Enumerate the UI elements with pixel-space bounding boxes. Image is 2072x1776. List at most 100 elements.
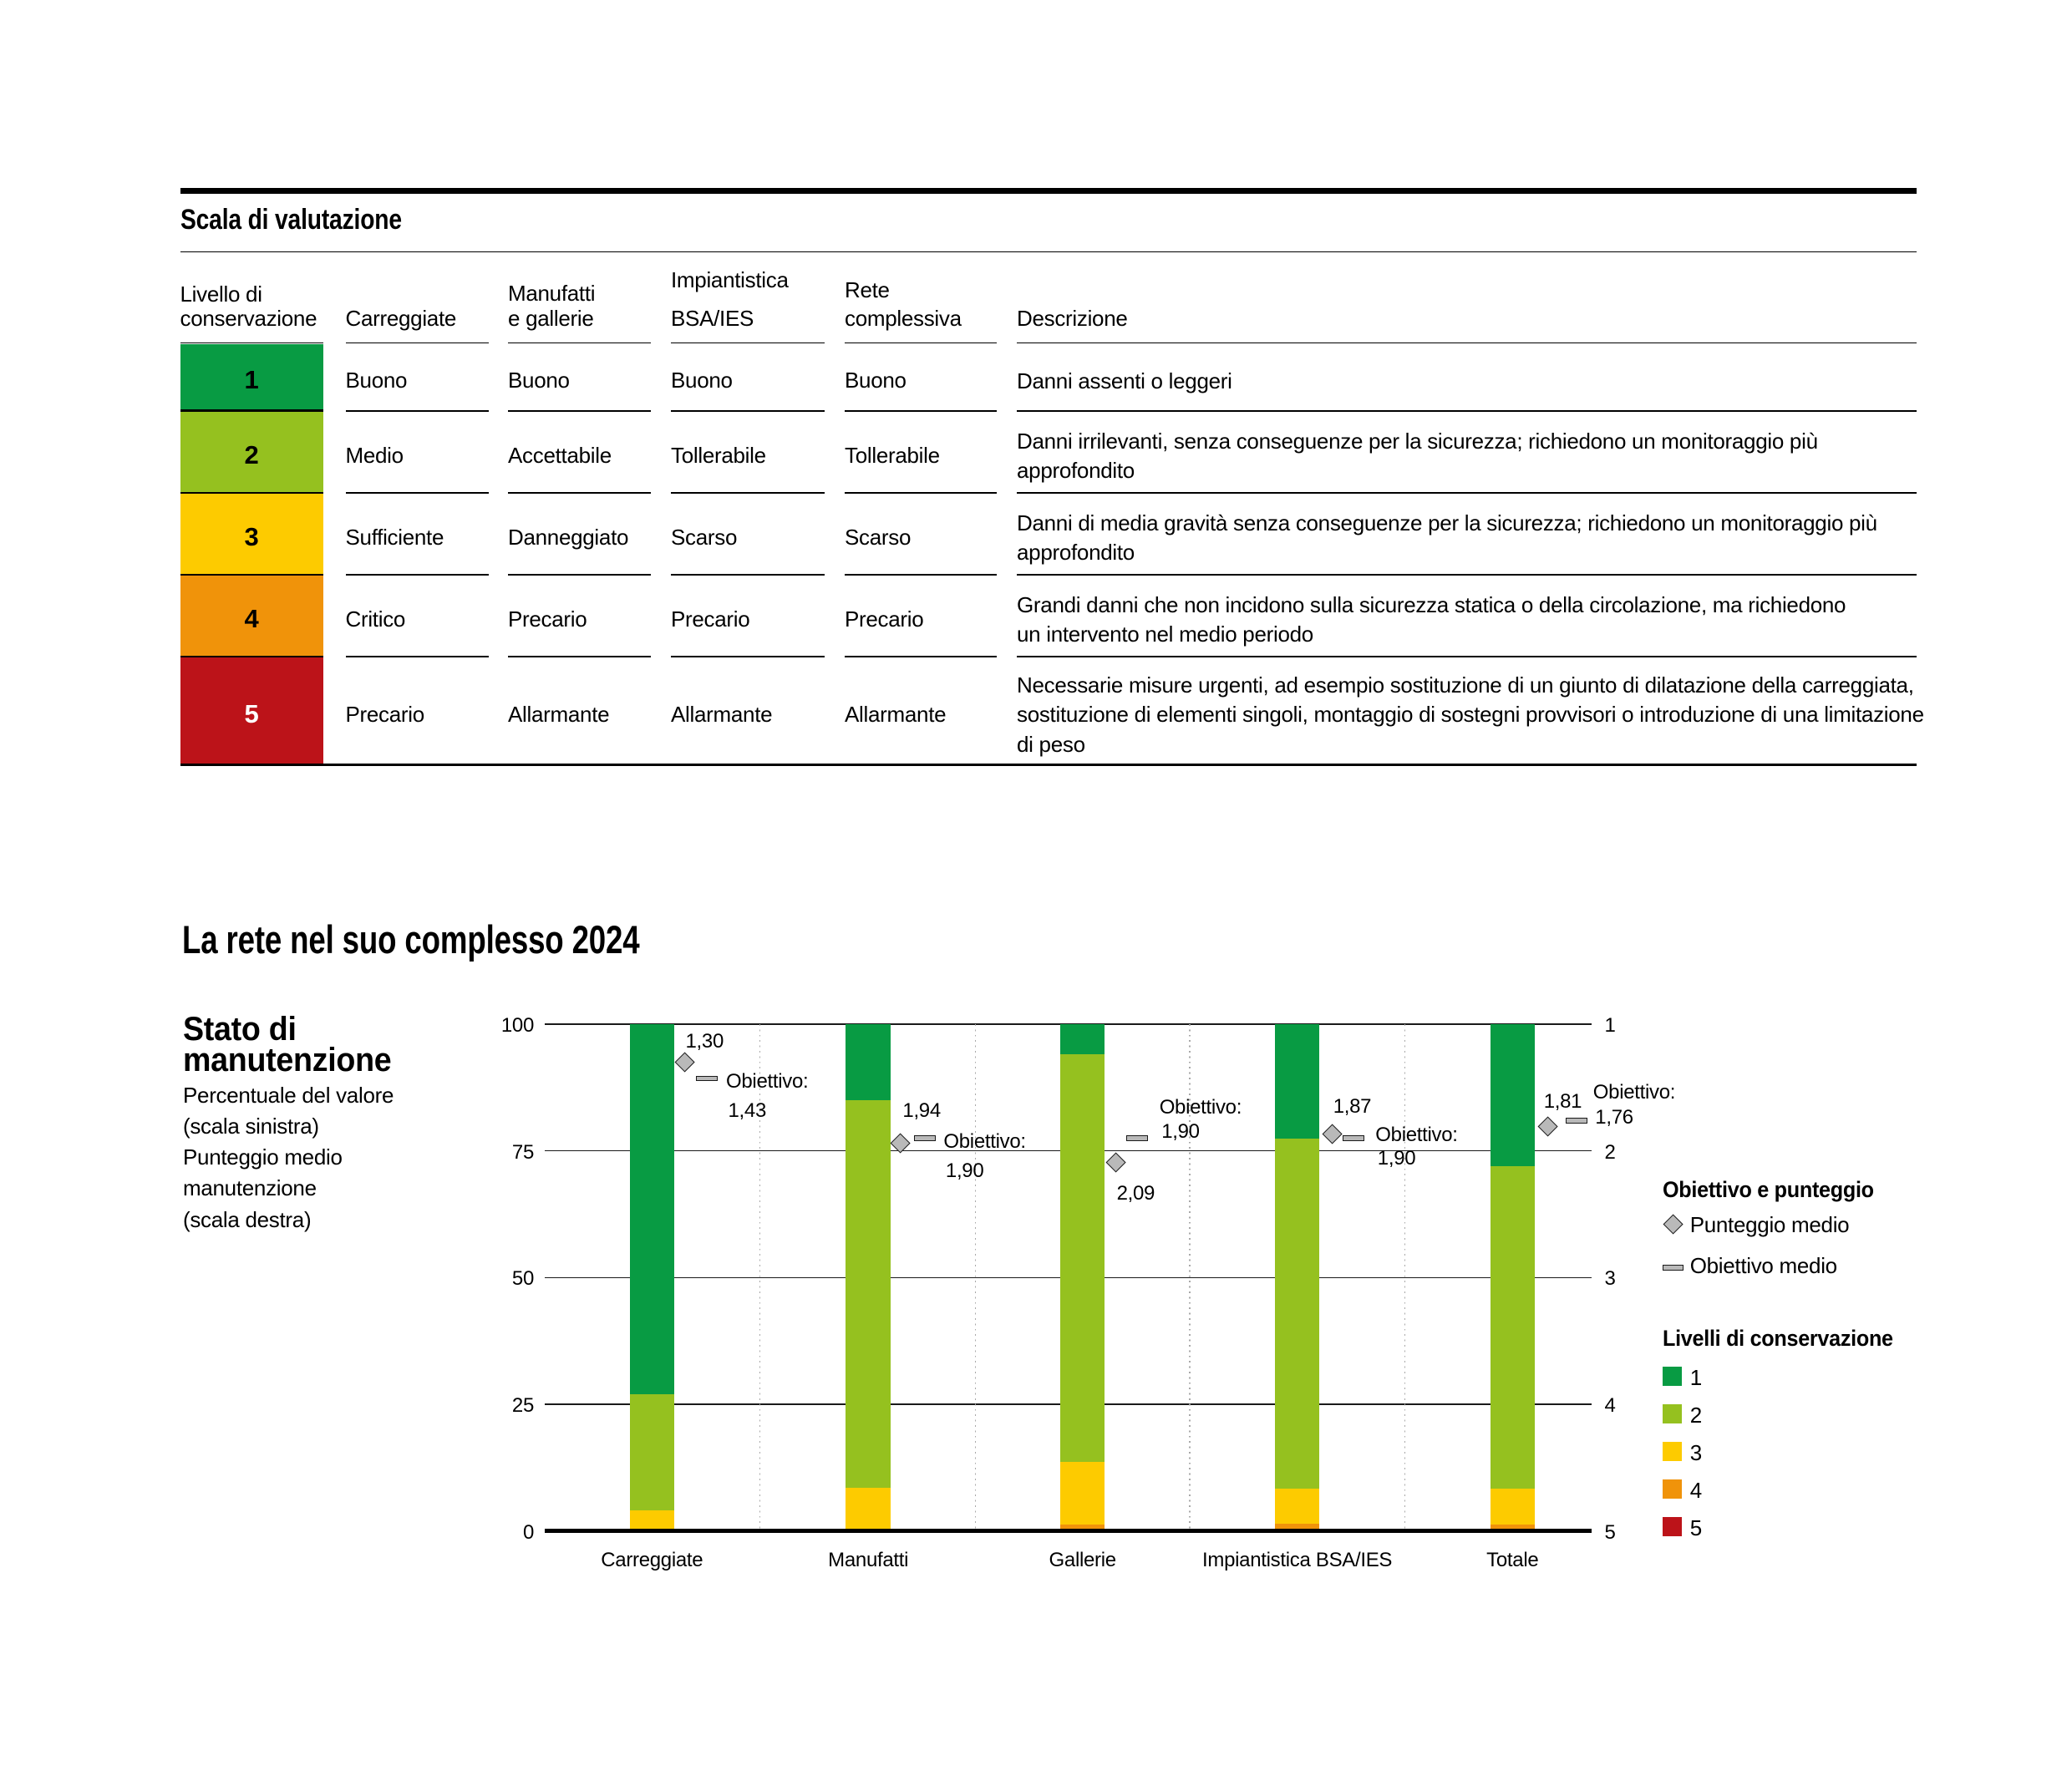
table-header-impiantistica-line1: Impiantistica (671, 267, 789, 293)
bar-segment-Impiantistica BSA/IES-level1 (1274, 1024, 1320, 1139)
obiettivo-dash-Manufatti (913, 1135, 936, 1141)
bar-segment-Carreggiate-level2 (629, 1393, 675, 1511)
level-number-2: 2 (244, 439, 259, 469)
table-cell-5-rete: Allarmante (845, 701, 947, 727)
chart-left-label-bold-line1: Stato di (183, 1010, 297, 1048)
bar-segment-Gallerie-level4 (1059, 1525, 1105, 1530)
table-cell-4-descrizione-line1: Grandi danni che non incidono sulla sicu… (1017, 591, 1846, 617)
left-axis-tick-25: 25 (511, 1394, 534, 1417)
table-header-carreggiate-line1: Carreggiate (345, 305, 457, 331)
left-axis-tick-75: 75 (511, 1140, 534, 1164)
row-rule-2-col4 (845, 492, 997, 494)
row-rule-3-col4 (845, 574, 997, 576)
level-number-5: 5 (244, 698, 259, 728)
table-header-impiantistica-line2: BSA/IES (671, 305, 754, 331)
table-cell-5-descrizione-line3: di peso (1017, 731, 1085, 757)
chart-left-label-line3: Punteggio medio (183, 1144, 343, 1170)
level-box-divider-2 (180, 491, 323, 495)
table-header-underline-carreggiate (345, 342, 489, 344)
level-color-box-2 (180, 410, 323, 493)
table-cell-3-impiantistica: Scarso (671, 524, 738, 550)
table-header-underline-descrizione (1017, 342, 1917, 344)
left-axis-tick-50: 50 (511, 1267, 534, 1291)
dotted-separator-4 (1404, 1024, 1406, 1530)
table-cell-2-descrizione-line1: Danni irrilevanti, senza conseguenze per… (1017, 428, 1818, 454)
table-cell-3-manufatti: Danneggiato (508, 524, 629, 550)
row-rule-3-col5 (1017, 574, 1917, 576)
table-cell-1-impiantistica: Buono (671, 368, 733, 393)
legend-swatch-level2 (1663, 1403, 1682, 1423)
table-cell-2-rete: Tollerabile (845, 442, 940, 468)
obiettivo-value-Carreggiate: 1,43 (728, 1099, 767, 1122)
chart-left-label-bold-line2: manutenzione (183, 1041, 392, 1078)
bar-segment-Totale-level4 (1490, 1525, 1536, 1530)
table-cell-3-carreggiate: Sufficiente (345, 524, 444, 550)
table-cell-5-manufatti: Allarmante (508, 701, 610, 727)
level-box-divider-3 (180, 573, 323, 576)
chart-left-label-line1: Percentuale del valore (183, 1082, 394, 1108)
row-rule-2-col5 (1017, 492, 1917, 494)
punteggio-value-Carreggiate: 1,30 (685, 1029, 724, 1053)
table-header-descrizione-line1: Descrizione (1017, 305, 1128, 331)
row-rule-1-col3 (671, 409, 825, 412)
legend-swatch-level4 (1663, 1479, 1682, 1499)
category-label-Manufatti: Manufatti (828, 1548, 909, 1571)
left-axis-tick-0: 0 (522, 1520, 534, 1544)
punteggio-diamond-Gallerie (1105, 1152, 1126, 1173)
legend-level-label-1: 1 (1689, 1364, 1702, 1390)
row-rule-4-col2 (508, 656, 651, 657)
level-color-box-3 (180, 493, 323, 575)
right-axis-tick-5: 5 (1604, 1520, 1616, 1544)
table-bottom-rule (180, 764, 1917, 766)
legend-swatch-level1 (1663, 1366, 1682, 1386)
table-cell-1-rete: Buono (845, 368, 906, 393)
table-cell-5-descrizione-line2: sostituzione di elementi singoli, montag… (1017, 702, 1924, 728)
table-cell-4-descrizione-line2: un intervento nel medio periodo (1017, 622, 1313, 647)
level-box-divider-1 (180, 409, 323, 412)
table-cell-3-descrizione-line2: approfondito (1017, 540, 1135, 566)
bar-segment-Carreggiate-level1 (629, 1024, 675, 1394)
table-header-underline-impiantistica (671, 342, 825, 344)
level-number-1: 1 (244, 365, 259, 395)
table-header-livello-line1: Livello di (180, 282, 262, 307)
obiettivo-label-Manufatti: Obiettivo: (943, 1130, 1026, 1154)
table-header-underline-rete (845, 342, 997, 344)
legend-punteggio-diamond (1663, 1214, 1684, 1236)
left-axis-tick-100: 100 (500, 1013, 534, 1037)
bar-segment-Totale-level3 (1490, 1488, 1536, 1525)
chart-left-label-line5: (scala destra) (183, 1206, 312, 1232)
bar-segment-Impiantistica BSA/IES-level3 (1274, 1489, 1320, 1524)
row-rule-1-col1 (345, 409, 489, 412)
bar-segment-Gallerie-level3 (1059, 1461, 1105, 1525)
row-rule-4-col5 (1017, 656, 1917, 657)
table-top-rule (180, 188, 1917, 194)
obiettivo-value-Totale: 1,76 (1595, 1106, 1633, 1129)
bar-segment-Impiantistica BSA/IES-level4 (1274, 1523, 1320, 1530)
chart-left-label-line2: (scala sinistra) (183, 1114, 319, 1139)
category-label-Impiantistica BSA/IES: Impiantistica BSA/IES (1202, 1548, 1393, 1571)
row-rule-3-col2 (508, 574, 651, 576)
table-cell-4-impiantistica: Precario (671, 606, 750, 632)
table-cell-2-descrizione-line2: approfondito (1017, 457, 1135, 483)
table-cell-4-carreggiate: Critico (345, 606, 406, 632)
category-label-Totale: Totale (1486, 1548, 1539, 1571)
table-header-livello-line2: conservazione (180, 305, 317, 331)
row-rule-4-col3 (671, 656, 825, 657)
legend-levels-title: Livelli di conservazione (1663, 1326, 1893, 1352)
row-rule-1-col5 (1017, 409, 1917, 412)
legend-level-label-5: 5 (1689, 1515, 1702, 1540)
punteggio-value-Totale: 1,81 (1543, 1090, 1582, 1114)
level-box-divider-4 (180, 655, 323, 658)
table-title: Scala di valutazione (180, 204, 402, 236)
bar-segment-Manufatti-level1 (846, 1024, 891, 1100)
level-number-3: 3 (244, 521, 259, 551)
table-cell-5-impiantistica: Allarmante (671, 701, 773, 727)
table-header-manufatti-line1: Manufatti (508, 281, 596, 307)
bar-segment-Gallerie-level1 (1059, 1024, 1105, 1055)
obiettivo-dash-Impiantistica BSA/IES (1342, 1135, 1364, 1141)
dotted-separator-3 (1189, 1024, 1191, 1530)
dotted-separator-1 (759, 1024, 761, 1530)
table-cell-2-carreggiate: Medio (345, 442, 404, 468)
right-axis-tick-2: 2 (1604, 1140, 1616, 1164)
